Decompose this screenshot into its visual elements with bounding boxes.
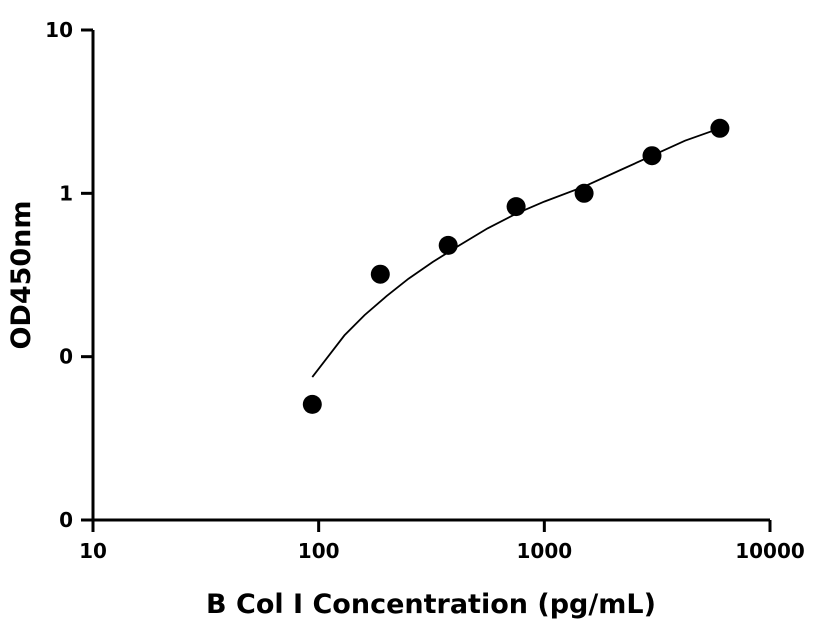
y-axis-title: OD450nm: [6, 200, 37, 349]
data-point-2: [370, 264, 390, 284]
data-point-1: [302, 394, 322, 414]
axes: [91, 30, 770, 522]
x-tick-label: 10000: [735, 539, 805, 563]
y-ticks: 0 0 1 10: [45, 18, 93, 532]
x-tick-label: 1000: [516, 539, 572, 563]
y-tick-label: 10: [45, 18, 73, 42]
data-point-3: [438, 235, 458, 255]
x-tick-label: 100: [298, 539, 340, 563]
x-axis-title: B Col I Concentration (pg/mL): [206, 589, 656, 620]
fit-curve: [311, 127, 721, 378]
x-tick-label: 10: [79, 539, 107, 563]
data-point-6: [642, 146, 662, 166]
plot-area: [302, 118, 730, 414]
y-tick-label: 0: [59, 345, 73, 369]
data-point-4: [506, 197, 526, 217]
data-point-7: [710, 118, 730, 138]
y-tick-label: 1: [59, 181, 73, 205]
x-ticks: 10 100 1000 10000: [79, 520, 805, 563]
y-tick-label: 0: [59, 508, 73, 532]
data-point-5: [574, 183, 594, 203]
